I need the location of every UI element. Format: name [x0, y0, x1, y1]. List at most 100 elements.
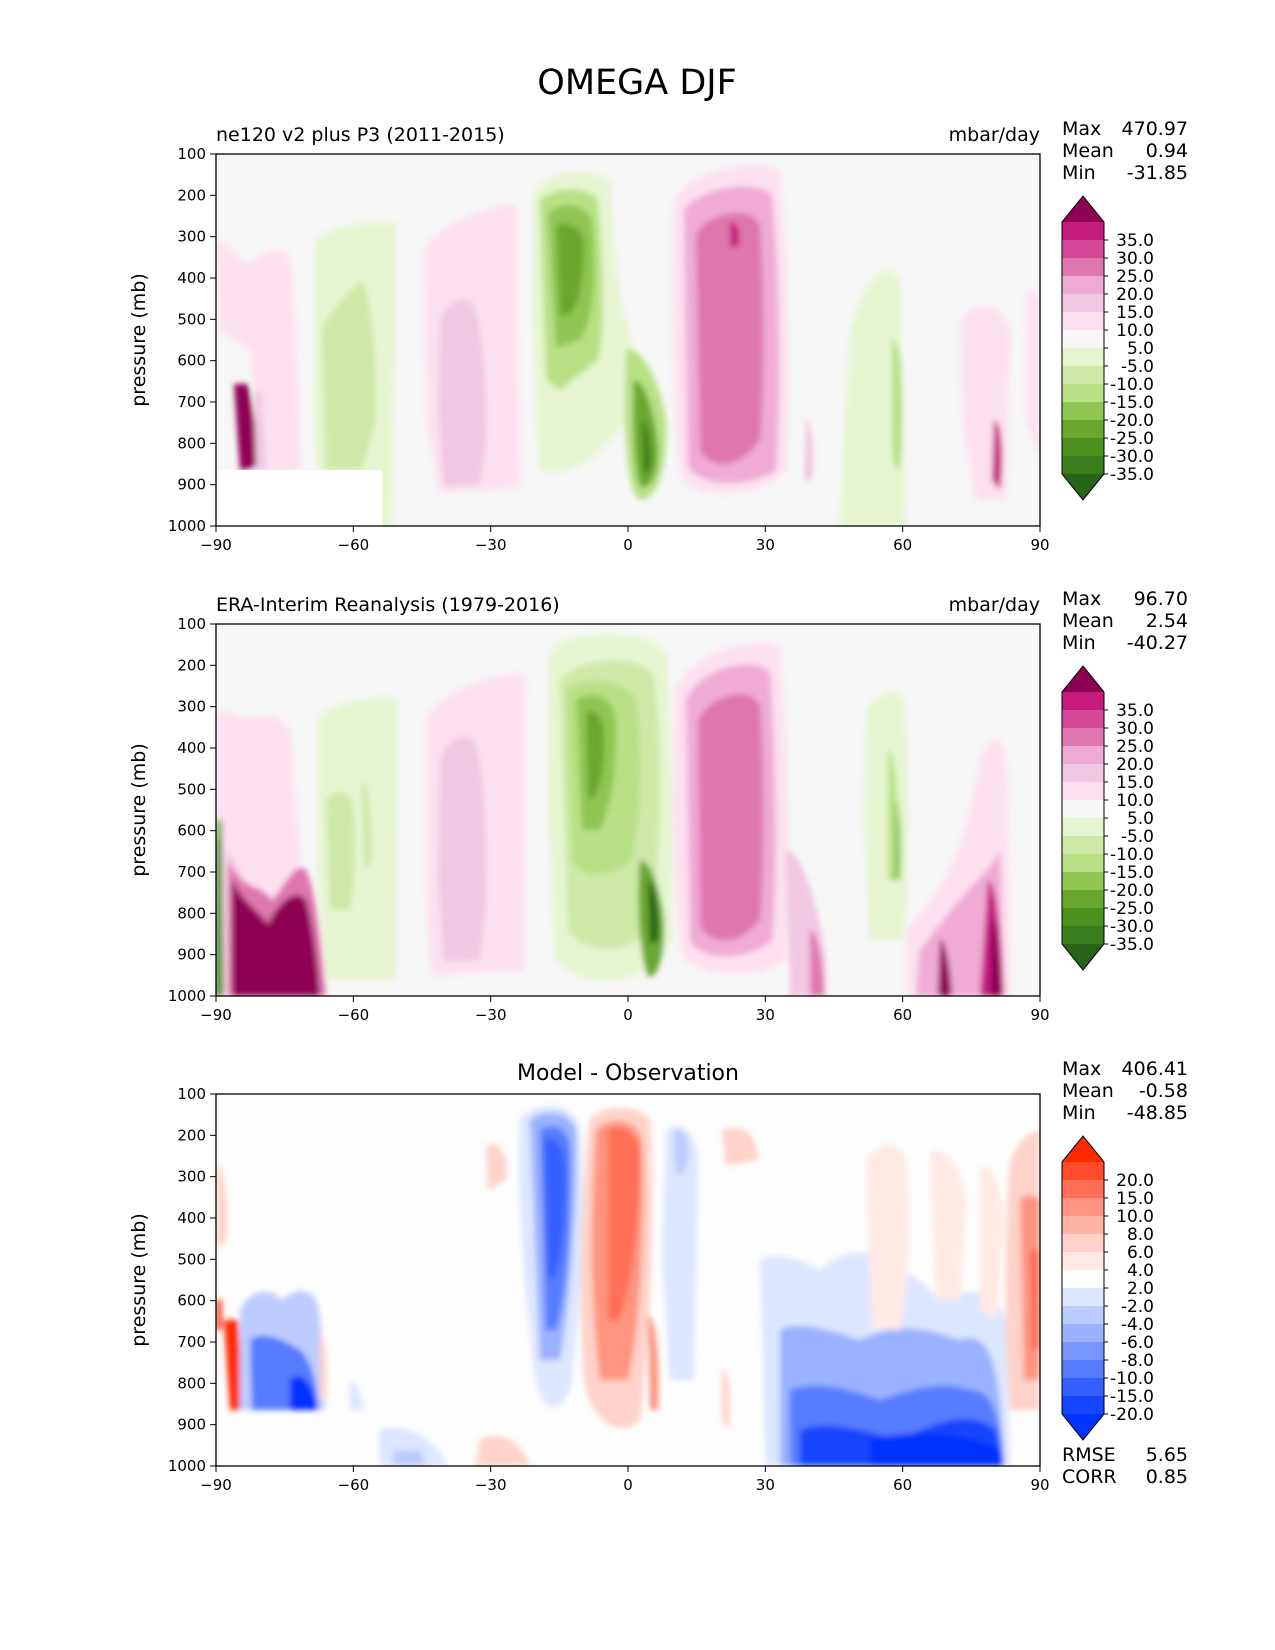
colorbar-band: [1062, 1216, 1104, 1235]
colorbar-extend-min: [1062, 474, 1104, 500]
colorbar-band: [1062, 728, 1104, 747]
colorbar-band: [1062, 1270, 1104, 1289]
stat-min-value: -31.85: [1127, 162, 1188, 184]
panel-units: mbar/day: [949, 594, 1040, 616]
colorbar-label: -6.0: [1121, 1333, 1154, 1353]
colorbar-label: 25.0: [1116, 267, 1154, 287]
colorbar-label: -2.0: [1121, 1297, 1154, 1317]
y-tick-label: 300: [177, 228, 206, 246]
colorbar-label: -5.0: [1121, 827, 1154, 847]
colorbar-label: 10.0: [1116, 1207, 1154, 1227]
x-tick-label: −30: [475, 1006, 507, 1024]
rmse-value: 5.65: [1146, 1444, 1188, 1466]
colorbar-label: 30.0: [1116, 719, 1154, 739]
x-tick-label: −30: [475, 536, 507, 554]
colorbar-band: [1062, 890, 1104, 909]
colorbar-band: [1062, 1162, 1104, 1181]
y-tick-label: 800: [177, 1374, 206, 1392]
colorbar-label: -10.0: [1110, 845, 1154, 865]
corr-value: 0.85: [1146, 1466, 1188, 1488]
y-tick-label: 1000: [168, 1457, 206, 1475]
panel-title-left: ERA-Interim Reanalysis (1979-2016): [216, 594, 560, 616]
colorbar-band: [1062, 1234, 1104, 1253]
y-tick-label: 100: [177, 1085, 206, 1103]
colorbar-extend-min: [1062, 944, 1104, 970]
x-tick-label: 0: [623, 536, 633, 554]
stat-mean-value: 2.54: [1146, 610, 1188, 632]
x-tick-label: −60: [338, 1006, 370, 1024]
colorbar-band: [1062, 1180, 1104, 1199]
colorbar-band: [1062, 456, 1104, 475]
stats-box: Max 96.70 Mean 2.54 Min -40.27: [1062, 588, 1188, 654]
x-tick-label: 60: [893, 1476, 912, 1494]
colorbar: 20.015.010.08.06.04.02.0-2.0-4.0-6.0-8.0…: [1061, 1135, 1154, 1441]
colorbar-label: -10.0: [1110, 1369, 1154, 1389]
colorbar-band: [1062, 240, 1104, 259]
colorbar-extend-max: [1062, 196, 1104, 222]
panel-units: mbar/day: [949, 124, 1040, 146]
colorbar-band: [1062, 1324, 1104, 1343]
x-axis: −90 −60 −30 0 30 60 90: [200, 996, 1050, 1024]
colorbar-label: -4.0: [1121, 1315, 1154, 1335]
colorbar-band: [1062, 1252, 1104, 1271]
stat-max-label: Max: [1062, 1058, 1101, 1080]
colorbar-band: [1062, 710, 1104, 729]
colorbar-band: [1062, 384, 1104, 403]
stat-mean-value: -0.58: [1139, 1080, 1188, 1102]
colorbar-label: 15.0: [1116, 303, 1154, 323]
colorbar-band: [1062, 746, 1104, 765]
y-axis: 100 200 300 400 500 600 700 800 900 1000: [168, 615, 216, 1005]
y-tick-label: 600: [177, 352, 206, 370]
stats-box: Max 470.97 Mean 0.94 Min -31.85: [1062, 118, 1188, 184]
colorbar-band: [1062, 764, 1104, 783]
stat-min-label: Min: [1062, 632, 1096, 654]
colorbar-label: 20.0: [1116, 1171, 1154, 1191]
colorbar-label: 5.0: [1127, 339, 1154, 359]
x-tick-label: 30: [756, 536, 775, 554]
skill-scores: RMSE 5.65 CORR 0.85: [1062, 1444, 1188, 1488]
y-tick-label: 300: [177, 1168, 206, 1186]
stats-box: Max 406.41 Mean -0.58 Min -48.85: [1062, 1058, 1188, 1124]
colorbar-band: [1062, 836, 1104, 855]
x-tick-label: −60: [338, 1476, 370, 1494]
x-tick-label: −30: [475, 1476, 507, 1494]
colorbar-band: [1062, 926, 1104, 945]
x-tick-label: 90: [1030, 1006, 1049, 1024]
colorbar-label: 20.0: [1116, 285, 1154, 305]
y-tick-label: 700: [177, 1333, 206, 1351]
colorbar-band: [1062, 1342, 1104, 1361]
colorbar-band: [1062, 348, 1104, 367]
heatmap-field: [216, 154, 1040, 526]
colorbar-label: 2.0: [1127, 1279, 1154, 1299]
colorbar-label: -20.0: [1110, 1405, 1154, 1425]
colorbar-label: 35.0: [1116, 231, 1154, 251]
y-tick-label: 100: [177, 145, 206, 163]
colorbar-band: [1062, 330, 1104, 349]
stat-min-value: -40.27: [1127, 632, 1188, 654]
y-tick-label: 400: [177, 1209, 206, 1227]
y-axis: 100 200 300 400 500 600 700 800 900 1000: [168, 1085, 216, 1475]
colorbar-label: 15.0: [1116, 1189, 1154, 1209]
x-tick-label: 0: [623, 1476, 633, 1494]
colorbar-label: -35.0: [1110, 935, 1154, 955]
colorbar-label: 10.0: [1116, 321, 1154, 341]
colorbar-band: [1062, 1396, 1104, 1415]
colorbar-label: -25.0: [1110, 899, 1154, 919]
colorbar-band: [1062, 276, 1104, 295]
colorbar-label: -20.0: [1110, 881, 1154, 901]
stat-max-value: 406.41: [1122, 1058, 1188, 1080]
colorbar-label: -20.0: [1110, 411, 1154, 431]
colorbar-band: [1062, 782, 1104, 801]
stat-mean-value: 0.94: [1146, 140, 1188, 162]
x-tick-label: −90: [200, 536, 232, 554]
panel-title-left: ne120 v2 plus P3 (2011-2015): [216, 124, 505, 146]
y-tick-label: 700: [177, 393, 206, 411]
y-tick-label: 100: [177, 615, 206, 633]
colorbar-band: [1062, 818, 1104, 837]
colorbar-extend-max: [1062, 666, 1104, 692]
stat-mean-label: Mean: [1062, 610, 1114, 632]
colorbar-band: [1062, 872, 1104, 891]
colorbar-label: 20.0: [1116, 755, 1154, 775]
y-axis: 100 200 300 400 500 600 700 800 900 1000: [168, 145, 216, 535]
